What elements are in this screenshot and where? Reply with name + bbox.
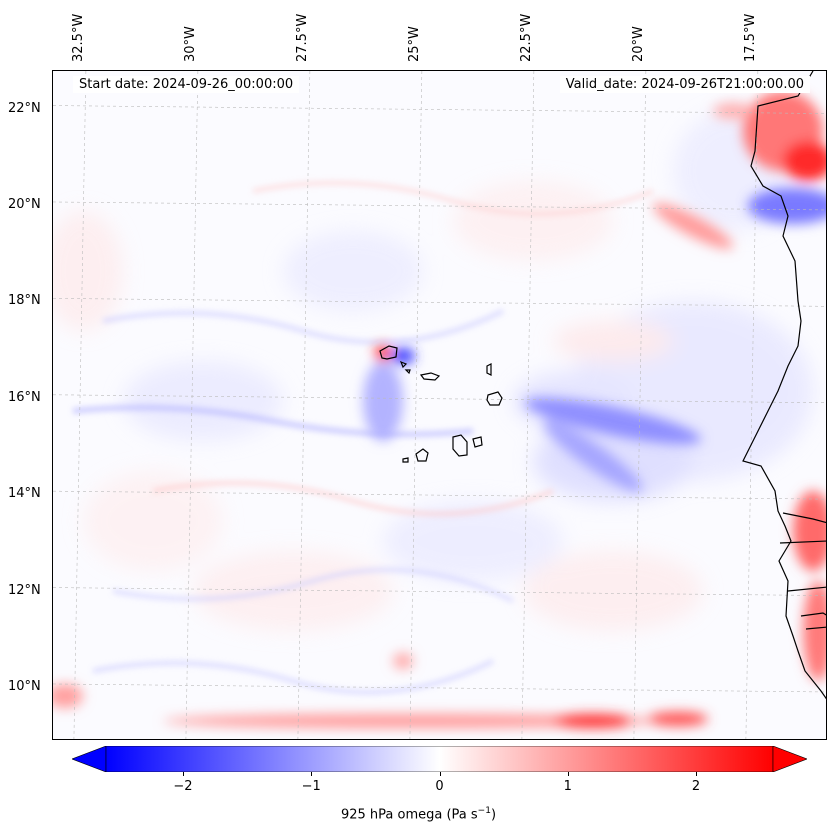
lon-gridline (185, 71, 199, 739)
lon-gridline (297, 71, 311, 739)
lon-tick-label: 27.5°W (294, 13, 310, 62)
colorbar-tick-mark (182, 772, 184, 776)
lat-tick-label: 16°N (8, 389, 41, 405)
lat-gridline (53, 587, 826, 596)
colorbar-tick-mark (567, 772, 569, 776)
colorbar-tick-label: −2 (173, 779, 193, 794)
colorbar-title: 925 hPa omega (Pa s−1) (0, 806, 837, 822)
colorbar-tick-mark (696, 772, 698, 776)
lat-tick-label: 14°N (8, 486, 41, 502)
start-date-label: Start date: 2024-09-26_00:00:00 (73, 76, 300, 93)
lat-tick-label: 10°N (8, 678, 41, 694)
lat-gridline (53, 683, 826, 693)
lon-gridline (633, 71, 647, 739)
omega-shading (53, 91, 826, 728)
colorbar-tick-label: −1 (301, 779, 321, 794)
lon-gridline (73, 71, 87, 739)
colorbar-title-text: 925 hPa omega (Pa s (340, 807, 478, 823)
lon-gridline (521, 71, 535, 739)
omega-field-map (53, 71, 826, 739)
colorbar-title-exponent: −1 (477, 806, 491, 816)
lon-tick-label: 22.5°W (518, 13, 534, 62)
lon-tick-label: 25°W (406, 26, 422, 62)
lon-tick-label: 17.5°W (742, 13, 758, 62)
colorbar-tick-mark (439, 772, 441, 776)
lon-tick-label: 30°W (182, 26, 198, 62)
lat-gridline (53, 105, 826, 114)
colorbar-extend-high (772, 745, 808, 773)
cape-verde-islands (379, 345, 503, 463)
colorbar-tick-label: 1 (563, 779, 572, 794)
valid-date-label: Valid_date: 2024-09-26T21:00:00.00 (559, 76, 810, 93)
lat-tick-label: 18°N (8, 293, 41, 309)
lon-tick-label: 20°W (630, 26, 646, 62)
lon-gridline (409, 71, 423, 739)
colorbar-title-close: ) (490, 807, 497, 823)
lon-gridline (745, 71, 759, 739)
colorbar-extend-low (71, 745, 107, 773)
lat-tick-label: 22°N (8, 100, 41, 116)
lon-tick-label: 32.5°W (70, 13, 86, 62)
lat-tick-label: 20°N (8, 196, 41, 212)
gridlines (53, 71, 826, 739)
colorbar (71, 745, 808, 773)
map-panel (52, 70, 827, 740)
colorbar-tick-label: 2 (691, 779, 701, 794)
coastlines (742, 71, 826, 700)
lat-tick-label: 12°N (8, 582, 41, 598)
colorbar-tick-mark (311, 772, 313, 776)
colorbar-gradient (71, 745, 808, 773)
colorbar-tick-label: 0 (435, 779, 444, 794)
